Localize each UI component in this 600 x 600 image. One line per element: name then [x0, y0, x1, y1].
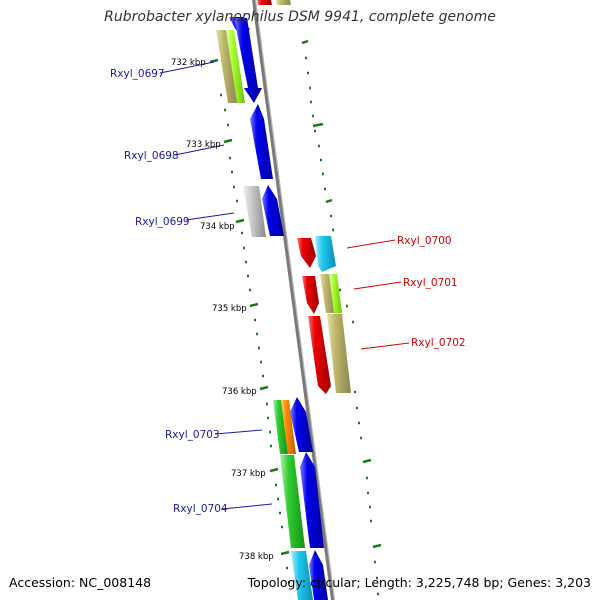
gene-top-red[interactable]	[257, 0, 272, 5]
right-scale-ticks	[301, 39, 382, 596]
gene-label-rxyl-0698[interactable]: Rxyl_0698	[124, 150, 179, 162]
gene-rxyl-0704-blue[interactable]	[300, 452, 324, 548]
gene-label-rxyl-0697[interactable]: Rxyl_0697	[110, 68, 165, 80]
gene-rxyl-0703-orange[interactable]	[281, 400, 296, 454]
gene-rxyl-0703-blue[interactable]	[290, 397, 313, 452]
tick-labels: 732 kbp 733 kbp 734 kbp 735 kbp 736 kbp …	[171, 58, 274, 562]
gene-rxyl-0701-red[interactable]	[302, 276, 319, 314]
tick-label-735: 735 kbp	[212, 304, 247, 314]
gene-label-rxyl-0700[interactable]: Rxyl_0700	[397, 235, 452, 247]
tick-label-738: 738 kbp	[239, 552, 274, 562]
accession-label: Accession: NC_008148	[9, 575, 152, 590]
gene-bottom-cyan[interactable]	[291, 551, 313, 600]
gene-label-rxyl-0699[interactable]: Rxyl_0699	[135, 216, 190, 228]
tick-label-734: 734 kbp	[200, 222, 235, 232]
gene-rxyl-0700-red[interactable]	[297, 238, 316, 268]
tick-label-733: 733 kbp	[186, 140, 221, 150]
gene-rxyl-0702-khaki[interactable]	[327, 314, 351, 393]
gene-rxyl-0697-lime[interactable]	[226, 30, 245, 103]
gene-rxyl-0699-blue[interactable]	[262, 185, 284, 236]
gene-rxyl-0697-khaki[interactable]	[216, 30, 238, 103]
genome-title: Rubrobacter xylanophilus DSM 9941, compl…	[104, 9, 496, 25]
tick-label-737: 737 kbp	[231, 469, 266, 479]
genome-backbone	[252, 0, 335, 600]
left-gene-labels: Rxyl_0697 Rxyl_0698 Rxyl_0699 Rxyl_0703 …	[110, 68, 228, 515]
gene-rxyl-0699-gray[interactable]	[243, 186, 266, 237]
gene-label-rxyl-0701[interactable]: Rxyl_0701	[403, 277, 458, 289]
gene-rxyl-0702-red[interactable]	[308, 316, 331, 394]
left-scale-ticks	[209, 58, 290, 584]
gene-rxyl-0701-lime[interactable]	[329, 274, 342, 313]
gene-rxyl-0698-blue[interactable]	[250, 104, 273, 179]
gene-label-rxyl-0703[interactable]: Rxyl_0703	[165, 429, 220, 441]
right-gene-labels: Rxyl_0700 Rxyl_0701 Rxyl_0702	[397, 235, 466, 349]
genome-backbone-highlight	[255, 0, 335, 600]
gene-top-khaki[interactable]	[276, 0, 291, 5]
gene-bottom-blue[interactable]	[309, 550, 328, 600]
gene-label-rxyl-0704[interactable]: Rxyl_0704	[173, 503, 228, 515]
label-pointers	[159, 61, 410, 510]
gene-rxyl-0703-green[interactable]	[273, 400, 288, 454]
topology-summary: Topology: circular; Length: 3,225,748 bp…	[247, 575, 591, 590]
gene-rxyl-0700-cyan[interactable]	[315, 236, 336, 272]
gene-label-rxyl-0702[interactable]: Rxyl_0702	[411, 337, 466, 349]
tick-label-736: 736 kbp	[222, 387, 257, 397]
gene-rxyl-0704-green[interactable]	[280, 455, 305, 548]
gene-rxyl-0697-blue[interactable]	[234, 18, 262, 103]
tick-label-732: 732 kbp	[171, 58, 206, 68]
